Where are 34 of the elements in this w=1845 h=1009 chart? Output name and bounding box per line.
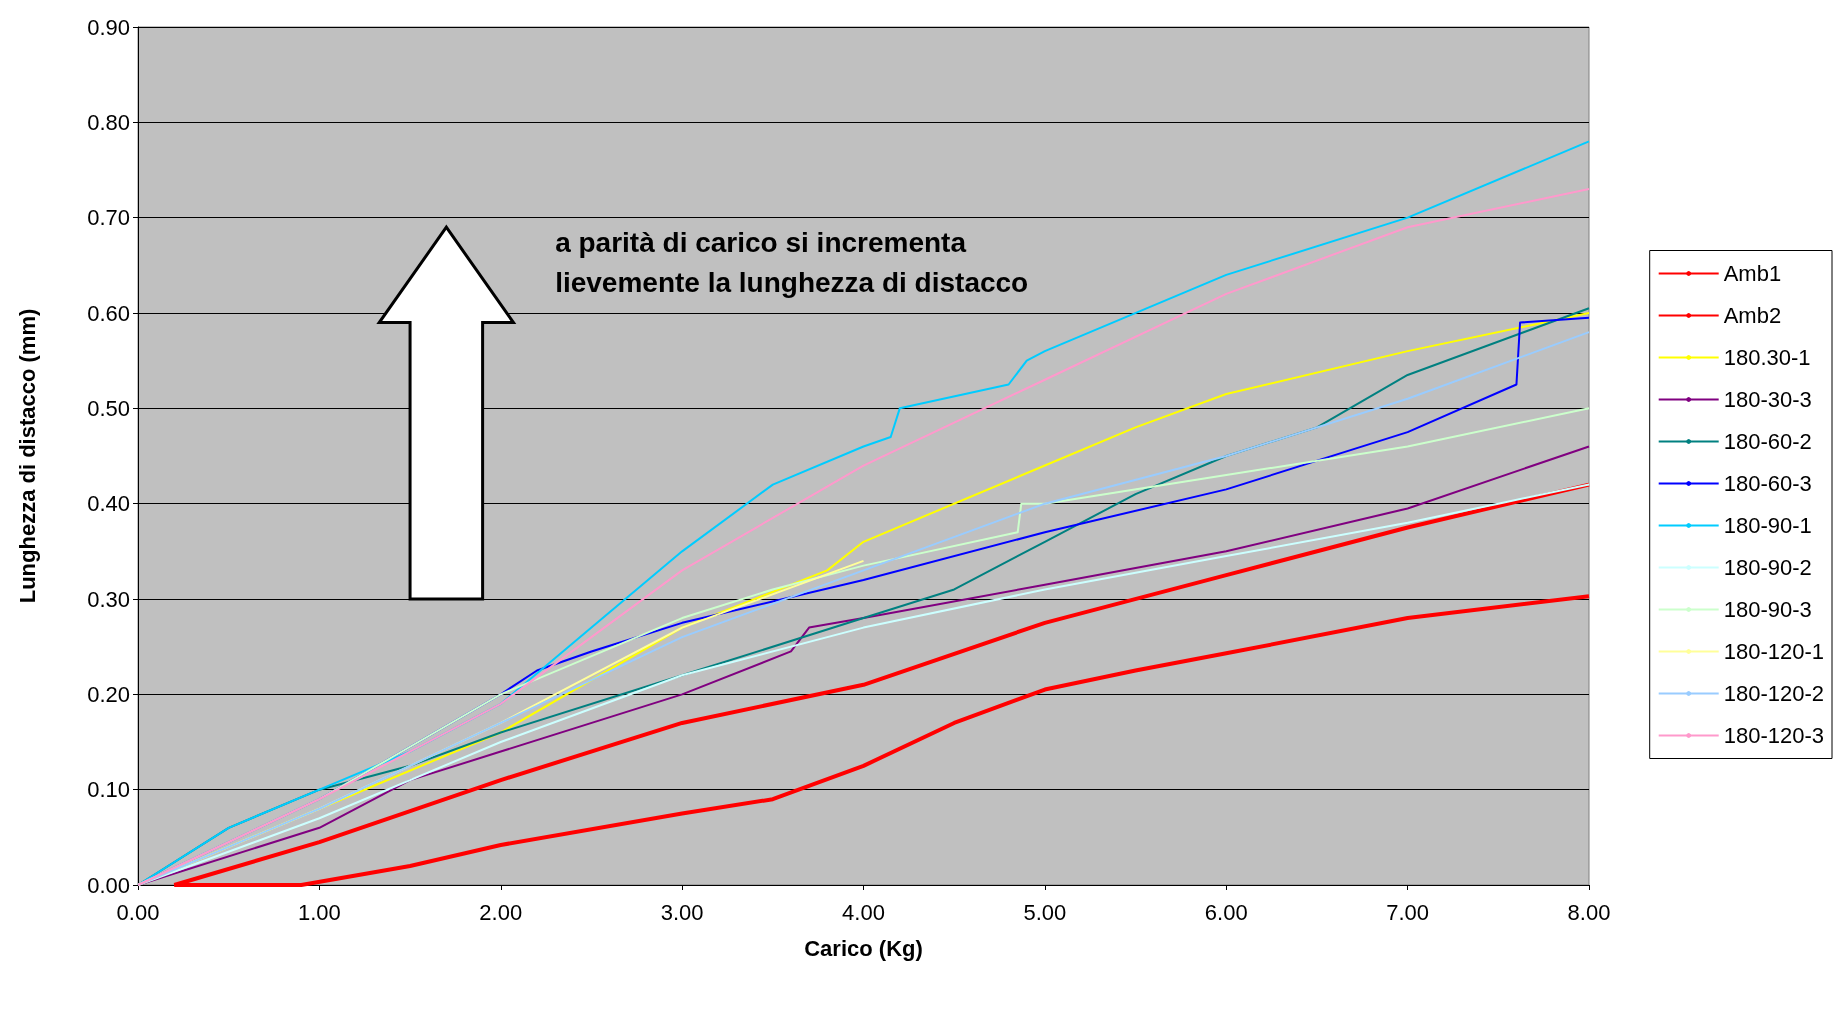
x-tick-label: 1.00 — [297, 899, 341, 925]
legend-label: 180-90-2 — [1723, 555, 1812, 580]
x-tick-label: 7.00 — [1386, 899, 1430, 925]
x-tick-label: 8.00 — [1567, 899, 1611, 925]
x-tick-label: 5.00 — [1023, 899, 1067, 925]
legend-label: 180.30-1 — [1723, 345, 1811, 370]
x-axis-title: Carico (Kg) — [804, 935, 923, 961]
y-axis-title: Lunghezza di distacco (mm) — [14, 308, 40, 604]
annotation: a parità di carico si incrementa lievemente la lunghezza di distacco — [555, 226, 1029, 298]
x-tick-label: 0.00 — [116, 899, 160, 925]
y-tick-label: 0.90 — [87, 14, 130, 40]
y-tick-label: 0.80 — [87, 109, 130, 135]
y-tick-label: 0.10 — [87, 777, 130, 803]
y-tick-label: 0.70 — [87, 205, 130, 231]
y-tick-label: 0.00 — [87, 872, 130, 898]
legend-label: 180-90-3 — [1723, 597, 1812, 622]
y-tick-label: 0.60 — [87, 300, 130, 326]
y-tick-label: 0.30 — [87, 586, 130, 612]
legend-label: 180-60-2 — [1723, 429, 1812, 454]
legend-label: 180-120-2 — [1723, 681, 1825, 706]
x-tick-label: 3.00 — [660, 899, 704, 925]
y-tick-label: 0.50 — [87, 395, 130, 421]
legend-label: 180-60-3 — [1723, 471, 1812, 496]
legend-label: 180-30-3 — [1723, 387, 1812, 412]
legend-label: Amb2 — [1723, 303, 1782, 328]
x-tick-label: 6.00 — [1204, 899, 1248, 925]
legend-label: Amb1 — [1723, 261, 1782, 286]
x-tick-label: 2.00 — [479, 899, 523, 925]
legend-label: 180-120-1 — [1723, 639, 1825, 664]
y-tick-label: 0.20 — [87, 681, 130, 707]
y-tick-label: 0.40 — [87, 491, 130, 517]
legend-label: 180-90-1 — [1723, 513, 1812, 538]
legend-label: 180-120-3 — [1723, 723, 1825, 748]
x-tick-label: 4.00 — [842, 899, 885, 925]
